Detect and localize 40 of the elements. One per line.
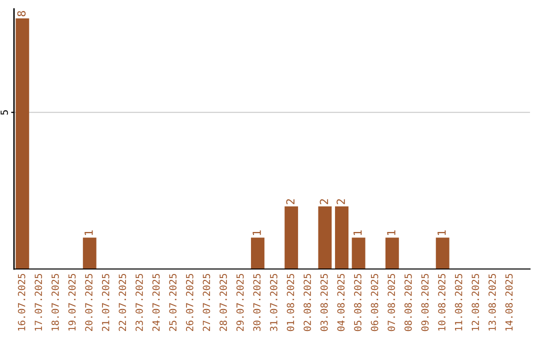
x-tick-label: 04.08.2025 <box>337 274 345 332</box>
x-tick-label: 24.07.2025 <box>152 274 160 331</box>
x-tick-label: 23.07.2025 <box>136 274 143 331</box>
data-label: 1 <box>354 230 362 235</box>
data-label: 2 <box>286 199 294 204</box>
x-tick-label: 12.08.2025 <box>472 274 480 331</box>
x-tick-label: 03.08.2025 <box>320 274 328 332</box>
data-label: 1 <box>387 230 396 235</box>
x-tick-label: 10.08.2025 <box>438 274 446 331</box>
x-tick-label: 29.07.2025 <box>236 274 244 331</box>
data-label: 1 <box>438 230 446 235</box>
data-label: 8 <box>17 11 26 16</box>
x-tick-label: 13.08.2025 <box>488 274 496 331</box>
data-label: 2 <box>336 199 345 204</box>
data-label: 1 <box>252 230 261 235</box>
x-tick-label: 14.08.2025 <box>505 274 513 331</box>
x-tick-label: 07.08.2025 <box>388 274 396 332</box>
x-tick-label: 06.08.2025 <box>370 274 378 332</box>
x-tick-label: 18.07.2025 <box>52 274 59 331</box>
x-tick-label: 25.07.2025 <box>169 274 177 331</box>
x-tick-label: 11.08.2025 <box>454 274 462 331</box>
x-tick-label: 31.07.2025 <box>270 274 278 332</box>
data-label: 2 <box>320 199 328 204</box>
x-tick-label: 20.07.2025 <box>85 274 92 331</box>
data-label: 1 <box>84 230 93 235</box>
x-tick-label: 26.07.2025 <box>186 274 194 331</box>
x-tick-label: 17.07.2025 <box>34 274 42 331</box>
x-tick-label: 08.08.2025 <box>404 274 412 332</box>
x-tick-label: 05.08.2025 <box>354 274 362 332</box>
x-tick-label: 27.07.2025 <box>202 274 210 331</box>
x-tick-label: 30.07.2025 <box>253 274 261 332</box>
x-tick-label: 09.08.2025 <box>421 274 429 332</box>
x-tick-label: 02.08.2025 <box>304 274 311 332</box>
x-tick-label: 28.07.2025 <box>220 274 227 331</box>
x-tick-label: 21.07.2025 <box>102 274 110 331</box>
y-tick-label: 5 <box>0 110 8 115</box>
x-tick-label: 22.07.2025 <box>118 274 126 331</box>
x-tick-label: 16.07.2025 <box>18 274 26 331</box>
x-tick-label: 19.07.2025 <box>68 274 76 331</box>
x-tick-label: 01.08.2025 <box>286 274 294 332</box>
